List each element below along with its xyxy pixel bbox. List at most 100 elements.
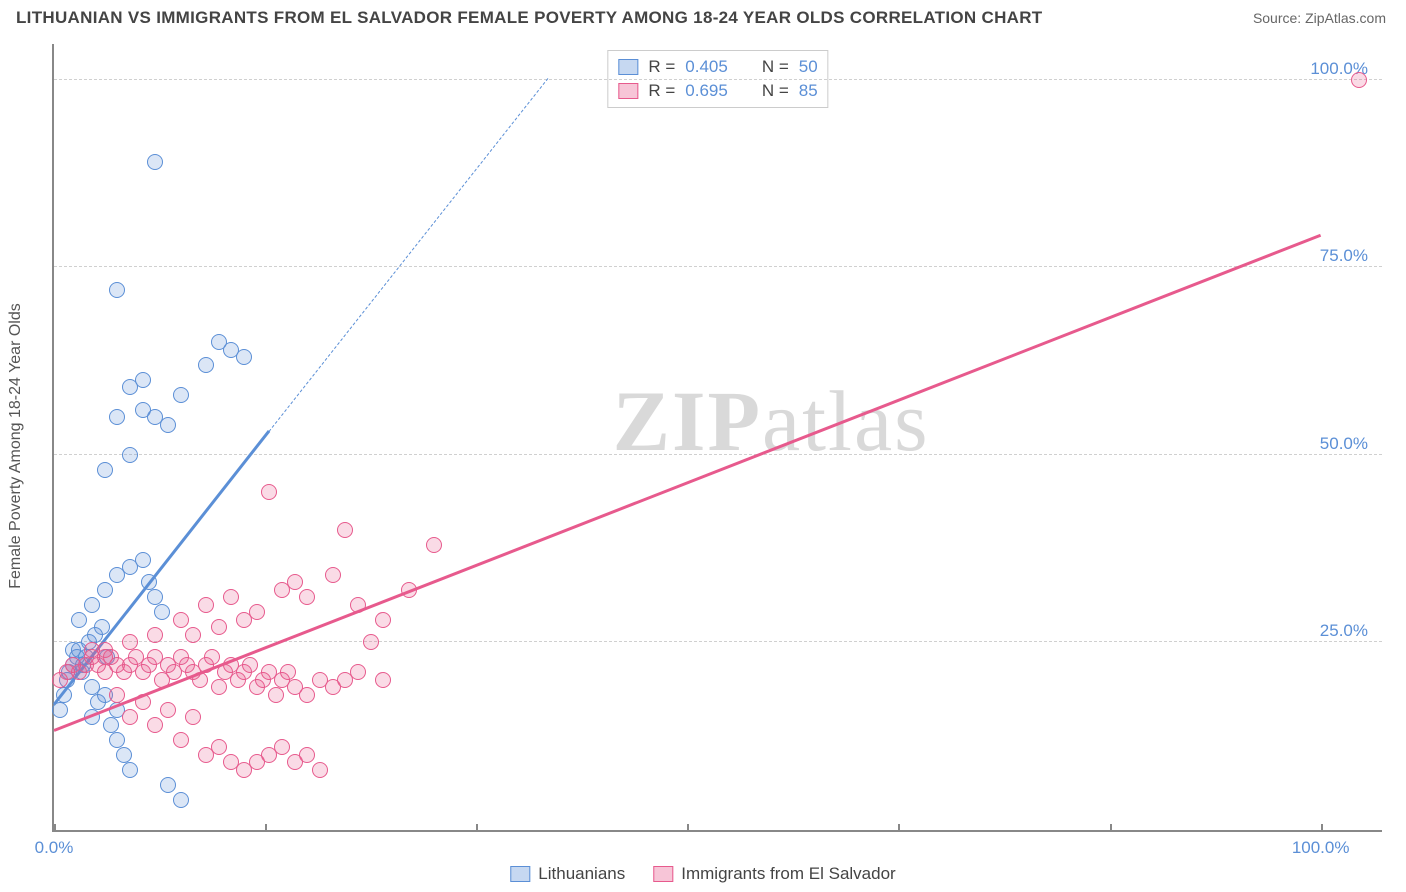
x-tick (1321, 824, 1323, 832)
data-point (1351, 72, 1367, 88)
series-legend-item: Immigrants from El Salvador (653, 864, 895, 884)
data-point (274, 739, 290, 755)
source-prefix: Source: (1253, 10, 1305, 26)
data-point (299, 589, 315, 605)
data-point (160, 417, 176, 433)
data-point (71, 612, 87, 628)
data-point (299, 687, 315, 703)
data-point (204, 649, 220, 665)
data-point (109, 409, 125, 425)
data-point (185, 627, 201, 643)
data-point (268, 687, 284, 703)
x-tick (687, 824, 689, 832)
legend-n-label: N = (762, 81, 789, 101)
legend-r-label: R = (648, 81, 675, 101)
gridline (54, 79, 1382, 80)
legend-swatch (510, 866, 530, 882)
source-name: ZipAtlas.com (1305, 10, 1386, 26)
data-point (173, 792, 189, 808)
data-point (122, 762, 138, 778)
data-point (223, 589, 239, 605)
series-legend-item: Lithuanians (510, 864, 625, 884)
x-tick (898, 824, 900, 832)
data-point (337, 522, 353, 538)
data-point (135, 372, 151, 388)
data-point (236, 612, 252, 628)
legend-n-value: 85 (799, 81, 818, 101)
regression-line (269, 79, 548, 432)
data-point (109, 282, 125, 298)
gridline (54, 454, 1382, 455)
data-point (84, 597, 100, 613)
y-tick-label: 50.0% (1320, 434, 1368, 454)
data-point (160, 702, 176, 718)
data-point (363, 634, 379, 650)
data-point (211, 619, 227, 635)
data-point (103, 717, 119, 733)
data-point (65, 642, 81, 658)
y-axis-label: Female Poverty Among 18-24 Year Olds (7, 303, 25, 589)
data-point (154, 604, 170, 620)
data-point (109, 732, 125, 748)
data-point (135, 552, 151, 568)
data-point (97, 649, 113, 665)
data-point (173, 612, 189, 628)
data-point (147, 589, 163, 605)
data-point (122, 447, 138, 463)
data-point (350, 664, 366, 680)
x-tick (476, 824, 478, 832)
regression-line (53, 234, 1321, 732)
gridline (54, 641, 1382, 642)
data-point (147, 627, 163, 643)
legend-row: R = 0.695 N = 85 (618, 79, 817, 103)
y-tick-label: 75.0% (1320, 246, 1368, 266)
chart-title: LITHUANIAN VS IMMIGRANTS FROM EL SALVADO… (16, 8, 1043, 28)
x-tick-label: 0.0% (35, 838, 74, 858)
watermark: ZIPatlas (613, 371, 930, 471)
data-point (198, 357, 214, 373)
legend-row: R = 0.405N = 50 (618, 55, 817, 79)
data-point (426, 537, 442, 553)
gridline (54, 266, 1382, 267)
data-point (160, 777, 176, 793)
series-label: Lithuanians (538, 864, 625, 884)
data-point (185, 709, 201, 725)
data-point (299, 747, 315, 763)
data-point (147, 717, 163, 733)
data-point (198, 597, 214, 613)
data-point (242, 657, 258, 673)
data-point (236, 349, 252, 365)
data-point (97, 582, 113, 598)
watermark-bold: ZIP (613, 373, 762, 469)
data-point (122, 709, 138, 725)
data-point (116, 747, 132, 763)
data-point (280, 664, 296, 680)
data-point (325, 567, 341, 583)
data-point (287, 574, 303, 590)
x-tick (1110, 824, 1112, 832)
data-point (147, 154, 163, 170)
data-point (375, 612, 391, 628)
data-point (122, 634, 138, 650)
series-legend: Lithuanians Immigrants from El Salvador (510, 864, 895, 884)
data-point (261, 484, 277, 500)
legend-n-value: 50 (799, 57, 818, 77)
legend-r-value: 0.405 (685, 57, 728, 77)
chart-plot-area: ZIPatlas R = 0.405N = 50R = 0.695N = 85 … (52, 44, 1382, 832)
source-attribution: Source: ZipAtlas.com (1253, 10, 1386, 26)
data-point (173, 387, 189, 403)
legend-r-value: 0.695 (685, 81, 728, 101)
data-point (109, 687, 125, 703)
data-point (173, 732, 189, 748)
data-point (97, 462, 113, 478)
series-label: Immigrants from El Salvador (681, 864, 895, 884)
x-tick-label: 100.0% (1292, 838, 1350, 858)
x-tick (265, 824, 267, 832)
legend-r-label: R = (648, 57, 675, 77)
data-point (312, 762, 328, 778)
y-tick-label: 25.0% (1320, 621, 1368, 641)
x-tick (54, 824, 56, 832)
legend-swatch (618, 59, 638, 75)
legend-swatch (653, 866, 673, 882)
data-point (211, 679, 227, 695)
